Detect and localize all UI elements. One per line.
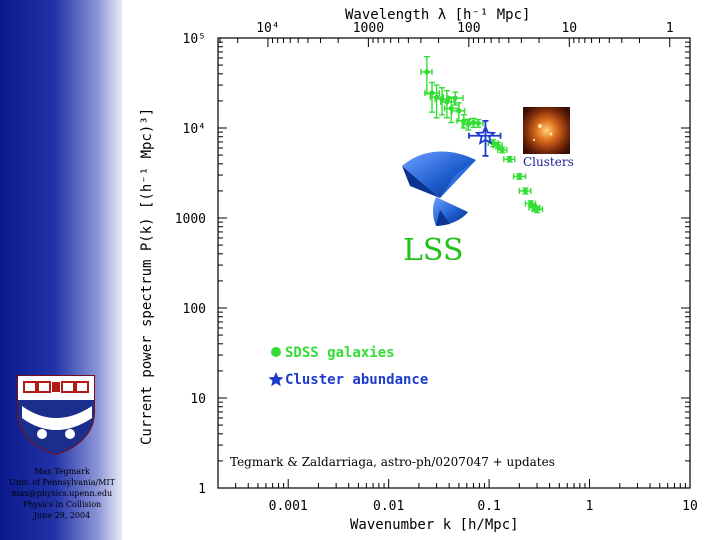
sdss-point	[507, 156, 513, 162]
sdss-point	[522, 188, 529, 194]
x-tick-label: 1	[586, 499, 594, 514]
x-tick-label: 10	[682, 499, 698, 514]
cluster-point	[474, 124, 497, 145]
presentation-sidebar: Max Tegmark Univ. of Pennsylvania/MIT ma…	[0, 0, 122, 540]
cluster-galaxy-image	[523, 107, 570, 154]
cluster-series	[468, 119, 502, 157]
y-tick-label: 10	[190, 392, 206, 407]
sdss-point	[475, 120, 481, 126]
legend-sdss-marker	[271, 347, 281, 357]
y-tick-label: 1000	[175, 212, 206, 227]
university-shield-icon	[14, 372, 98, 456]
sdss-point	[499, 147, 505, 153]
sdss-point	[456, 108, 462, 114]
sdss-point	[452, 95, 458, 101]
lss-annotation: LSS	[403, 233, 464, 268]
y-tick-label: 1	[198, 482, 206, 497]
sdss-point	[495, 142, 501, 149]
presenter-affiliation: Univ. of Pennsylvania/MIT	[9, 478, 115, 487]
legend-cluster-marker	[268, 372, 284, 387]
top-tick-label: 10⁴	[256, 21, 279, 36]
x-tick-label: 0.001	[269, 499, 308, 514]
sdss-point	[534, 206, 540, 212]
plot-frame	[217, 37, 691, 489]
sdss-point	[424, 69, 430, 75]
y-axis-title: Current power spectrum P(k) [(h⁻¹ Mpc)³]	[139, 108, 155, 445]
y-tick-label: 10⁴	[183, 122, 206, 137]
event-name: Physics in Collision	[22, 500, 102, 509]
sdss-point	[516, 173, 522, 179]
y-tick-label: 100	[183, 302, 206, 317]
top-tick-label: 1	[666, 21, 674, 36]
presenter-email: max@physics.upenn.edu	[11, 489, 113, 498]
lss-survey-fan-image	[402, 151, 476, 226]
legend: SDSS galaxies Cluster abundance	[268, 345, 428, 388]
x-axis-title: Wavenumber k [h/Mpc]	[350, 517, 519, 533]
legend-sdss-label: SDSS galaxies	[285, 345, 395, 361]
top-tick-label: 1000	[353, 21, 384, 36]
presenter-credits: Max Tegmark Univ. of Pennsylvania/MIT ma…	[2, 466, 122, 521]
top-axis-title: Wavelength λ [h⁻¹ Mpc]	[345, 7, 530, 23]
sdss-series	[420, 55, 544, 214]
top-tick-label: 100	[457, 21, 480, 36]
citation-annotation: Tegmark & Zaldarriaga, astro-ph/0207047 …	[230, 455, 555, 469]
clusters-annotation: Clusters	[523, 155, 574, 169]
x-tick-label: 0.1	[477, 499, 500, 514]
event-date: June 29, 2004	[33, 511, 91, 520]
legend-cluster-label: Cluster abundance	[285, 372, 428, 388]
presenter-name: Max Tegmark	[34, 467, 90, 476]
x-tick-label: 0.01	[373, 499, 404, 514]
top-tick-label: 10	[561, 21, 577, 36]
y-tick-label: 10⁵	[183, 32, 206, 47]
